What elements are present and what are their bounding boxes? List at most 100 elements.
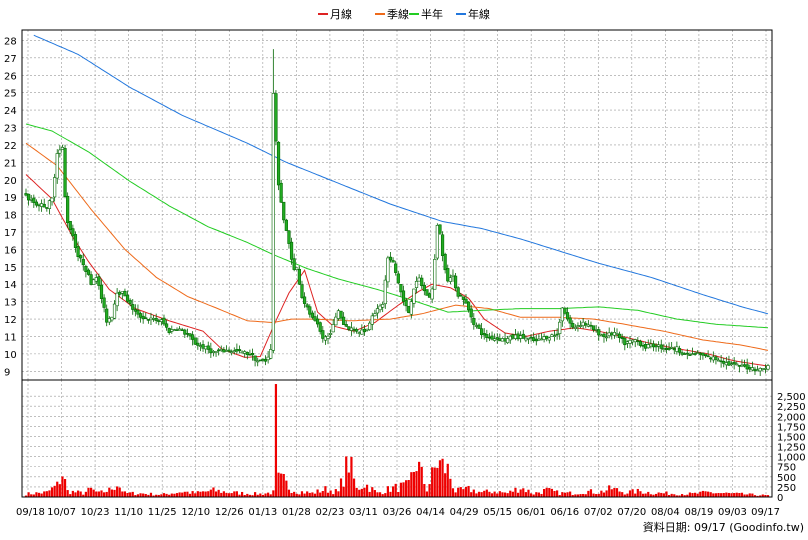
volume-bar xyxy=(295,493,298,497)
candle-body xyxy=(529,336,533,339)
candle-body xyxy=(555,333,559,336)
candle-body xyxy=(602,333,606,338)
candle-body xyxy=(654,345,658,348)
candle-body xyxy=(383,279,387,305)
volume-bar xyxy=(618,491,621,497)
volume-bar xyxy=(714,493,718,497)
candle-body xyxy=(701,352,705,356)
candle-body xyxy=(672,348,676,351)
candle-body xyxy=(118,291,122,295)
candle-body xyxy=(727,361,731,366)
volume-bar xyxy=(550,488,554,497)
candle-body xyxy=(201,344,205,349)
candle-body xyxy=(133,309,137,312)
candle-body xyxy=(230,351,234,354)
candle-body xyxy=(276,141,281,186)
volume-tick-label: 1,750 xyxy=(777,422,806,433)
volume-bar xyxy=(662,493,665,497)
price-tick-label: 28 xyxy=(4,36,17,47)
candle-body xyxy=(571,323,575,328)
volume-bar xyxy=(441,458,444,497)
candle-body xyxy=(404,299,408,307)
candle-body xyxy=(493,338,497,341)
volume-bar xyxy=(535,492,538,497)
ma-line-半年 xyxy=(25,123,769,329)
volume-bar xyxy=(407,480,410,497)
volume-bar xyxy=(194,493,197,497)
candle-body xyxy=(198,345,203,347)
candle-body xyxy=(683,353,687,355)
candle-body xyxy=(503,338,507,342)
candle-body xyxy=(370,315,374,325)
volume-bar xyxy=(337,491,340,497)
candle-body xyxy=(355,329,359,332)
volume-bar xyxy=(605,490,608,497)
volume-bar xyxy=(277,472,280,497)
volume-bar xyxy=(290,492,293,497)
volume-bar xyxy=(376,492,379,497)
candle-body xyxy=(391,260,395,263)
volume-bar xyxy=(342,486,345,497)
volume-bar xyxy=(444,473,447,497)
volume-bar xyxy=(95,491,98,497)
candle-body xyxy=(60,147,65,150)
volume-bar xyxy=(207,491,210,497)
candle-body xyxy=(112,303,117,319)
volume-bar xyxy=(84,491,87,497)
candle-body xyxy=(149,317,153,321)
volume-bar xyxy=(600,490,603,497)
candle-body xyxy=(237,349,242,351)
candle-body xyxy=(714,356,718,360)
volume-bar xyxy=(230,493,233,497)
volume-bar xyxy=(381,494,384,497)
candle-body xyxy=(191,334,195,340)
volume-bar xyxy=(394,483,397,497)
volume-bar xyxy=(48,490,51,497)
volume-bar xyxy=(405,480,408,497)
volume-bar xyxy=(485,489,488,497)
volume-bar xyxy=(76,490,80,497)
date-tick-label: 09/18 xyxy=(16,507,45,518)
date-tick-label: 03/26 xyxy=(383,507,412,518)
price-tick-label: 19 xyxy=(4,193,17,204)
volume-bar xyxy=(222,491,225,497)
volume-bar xyxy=(282,473,285,497)
candle-body xyxy=(625,341,630,344)
volume-bar xyxy=(649,494,652,497)
volume-bar xyxy=(519,489,522,497)
candle-body xyxy=(659,344,663,349)
volume-bar xyxy=(477,491,481,497)
volume-bar xyxy=(761,494,764,497)
candle-body xyxy=(568,317,572,324)
candle-body xyxy=(84,266,88,272)
candle-body xyxy=(438,224,442,234)
candle-body xyxy=(115,292,119,307)
volume-bar xyxy=(488,491,491,497)
volume-bar xyxy=(644,493,647,497)
candle-body xyxy=(534,338,538,342)
volume-bar xyxy=(108,487,111,497)
candle-body xyxy=(670,346,674,349)
candle-body xyxy=(76,246,80,257)
volume-bar xyxy=(352,478,356,497)
candle-body xyxy=(37,204,41,207)
candle-body xyxy=(136,310,140,315)
volume-bar xyxy=(386,486,389,497)
candle-body xyxy=(451,274,455,277)
candle-body xyxy=(412,288,416,304)
candle-body xyxy=(204,345,208,350)
volume-bar xyxy=(233,491,236,497)
candle-body xyxy=(349,327,354,331)
volume-bar xyxy=(558,495,561,497)
candle-body xyxy=(360,329,364,335)
volume-tick-label: 1,500 xyxy=(777,432,806,443)
candle-body xyxy=(581,321,585,327)
volume-bar xyxy=(220,492,223,497)
legend-item-halfyear: 半年 xyxy=(409,7,443,21)
volume-bar xyxy=(503,492,507,497)
candle-body xyxy=(47,200,52,209)
volume-bar xyxy=(428,484,431,497)
volume-bar xyxy=(686,494,689,497)
volume-bar xyxy=(251,495,254,497)
candle-body xyxy=(235,348,239,352)
